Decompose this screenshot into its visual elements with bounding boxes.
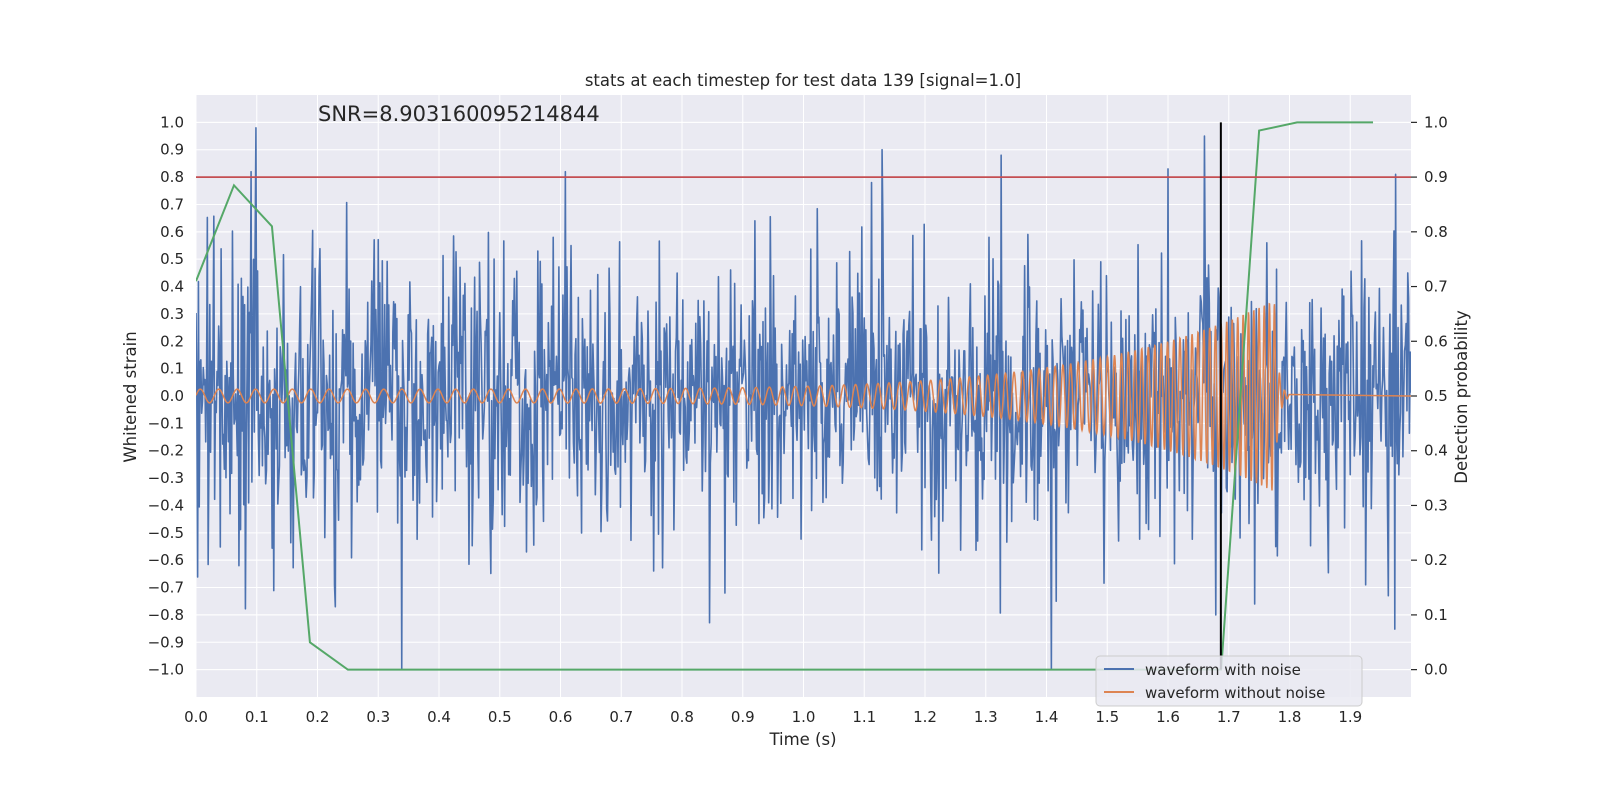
y-right-tick-label: 0.1: [1424, 606, 1448, 624]
y-axis-ticks: 1.0 0.9 0.8 0.7 0.6 0.5 0.4 0.3 0.2 0.1 0.0 −0.1 −0.…: [148, 113, 184, 678]
y-right-tick-label: 0.0: [1424, 661, 1448, 679]
plot-series: [196, 121, 1411, 671]
y-tick-label: 0.5: [160, 250, 184, 268]
x-tick-label: 0.9: [731, 708, 755, 726]
x-tick-label: 1.2: [913, 708, 937, 726]
series-waveform-without-noise: [196, 302, 1411, 491]
y-tick-label: −1.0: [148, 661, 184, 679]
legend-label-waveform-without-noise: waveform without noise: [1145, 684, 1325, 702]
y-tick-label: −0.4: [148, 496, 184, 514]
y-right-tick-label: 0.2: [1424, 551, 1448, 569]
chart-title: stats at each timestep for test data 139…: [585, 71, 1021, 90]
y-right-tick-label: 0.4: [1424, 442, 1448, 460]
x-tick-label: 0.8: [670, 708, 694, 726]
y-tick-label: −0.9: [148, 633, 184, 651]
x-tick-label: 1.0: [792, 708, 816, 726]
y-tick-label: −0.1: [148, 414, 184, 432]
y-tick-label: −0.7: [148, 579, 184, 597]
y-right-tick-label: 0.6: [1424, 332, 1448, 350]
y-tick-label: 0.0: [160, 387, 184, 405]
x-axis-label: Time (s): [768, 730, 836, 749]
line-waveform-with-noise: [196, 127, 1411, 671]
y-tick-label: 0.8: [160, 168, 184, 186]
legend: waveform with noise waveform without noi…: [1095, 655, 1363, 707]
x-tick-label: 1.3: [974, 708, 998, 726]
x-tick-label: 0.5: [488, 708, 512, 726]
x-tick-label: 0.2: [306, 708, 330, 726]
y-axis-label: Whitened strain: [121, 331, 140, 462]
y-tick-label: 1.0: [160, 113, 184, 131]
y-tick-label: 0.2: [160, 332, 184, 350]
grid: [195, 95, 1411, 697]
y-tick-label: −0.3: [148, 469, 184, 487]
y-tick-label: −0.6: [148, 551, 184, 569]
x-tick-label: 0.0: [184, 708, 208, 726]
x-tick-label: 0.3: [366, 708, 390, 726]
x-tick-label: 0.4: [427, 708, 451, 726]
y-tick-label: −0.2: [148, 442, 184, 460]
y-right-tick-label: 0.8: [1424, 223, 1448, 241]
y-right-tick-label: 0.9: [1424, 168, 1448, 186]
x-tick-label: 1.8: [1278, 708, 1302, 726]
x-tick-label: 1.7: [1217, 708, 1241, 726]
y-tick-label: 0.7: [160, 195, 184, 213]
y-right-tick-label: 0.3: [1424, 496, 1448, 514]
y-tick-label: 0.6: [160, 223, 184, 241]
y-right-tick-label: 0.5: [1424, 387, 1448, 405]
y-right-tick-label: 0.7: [1424, 278, 1448, 296]
y-right-axis-label: Detection probability: [1452, 310, 1471, 484]
x-tick-label: 0.6: [549, 708, 573, 726]
x-tick-label: 1.1: [852, 708, 876, 726]
x-tick-label: 1.5: [1095, 708, 1119, 726]
x-tick-label: 1.4: [1035, 708, 1059, 726]
x-tick-label: 0.1: [245, 708, 269, 726]
y-tick-label: 0.9: [160, 141, 184, 159]
line-waveform-without-noise: [196, 302, 1411, 491]
y-tick-label: −0.5: [148, 524, 184, 542]
snr-annotation: SNR=8.903160095214844: [318, 102, 600, 126]
x-tick-label: 1.9: [1338, 708, 1362, 726]
y-right-axis-ticks: 1.0 0.9 0.8 0.7 0.6 0.5 0.4 0.3 0.2 0.1 0.0: [1411, 113, 1448, 679]
y-right-tick-label: 1.0: [1424, 113, 1448, 131]
y-tick-label: −0.8: [148, 606, 184, 624]
series-waveform-with-noise: [196, 127, 1411, 671]
x-tick-label: 1.6: [1156, 708, 1180, 726]
x-axis-ticks: 0.0 0.1 0.2 0.3 0.4 0.5 0.6 0.7 0.8 0.9 1.0 1.1 1.2 1…: [184, 708, 1362, 726]
x-tick-label: 0.7: [609, 708, 633, 726]
y-tick-label: 0.1: [160, 360, 184, 378]
y-tick-label: 0.3: [160, 305, 184, 323]
legend-label-waveform-with-noise: waveform with noise: [1145, 661, 1301, 679]
y-tick-label: 0.4: [160, 278, 184, 296]
legend-frame: [1095, 655, 1363, 707]
